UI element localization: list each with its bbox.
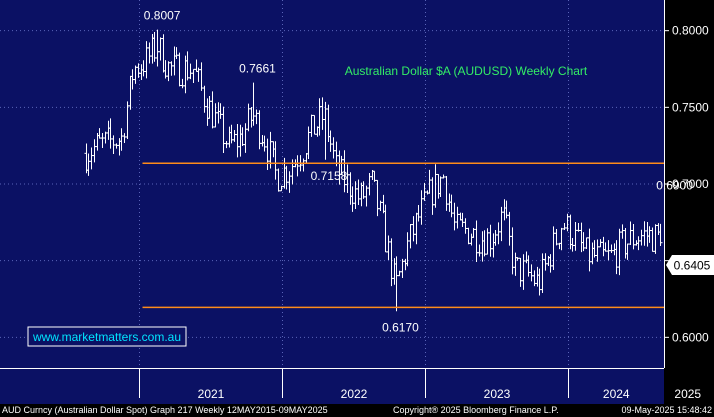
last-price-label: 0.6405 <box>674 259 711 273</box>
footer-security-info: AUD Curncy (Australian Dollar Spot) Grap… <box>2 405 328 415</box>
annotation-label: 0.8007 <box>144 9 181 23</box>
annotation-label: 0.7661 <box>239 62 276 76</box>
last-price-tag: 0.6405 <box>666 255 714 275</box>
website-box: www.marketmatters.com.au <box>27 326 187 347</box>
x-tick-label: 2025 <box>674 387 701 401</box>
ohlc-bar <box>658 223 663 246</box>
y-tick-label: 0.7500 <box>672 100 709 114</box>
website-label[interactable]: www.marketmatters.com.au <box>32 330 181 344</box>
x-tick-label: 2021 <box>198 387 225 401</box>
y-tick-label: 0.6000 <box>672 330 709 344</box>
footer-copyright: Copyright® 2025 Bloomberg Finance L.P. <box>393 405 559 415</box>
x-tick-label: 2023 <box>484 387 511 401</box>
grid-lines <box>0 0 664 368</box>
x-tick-label: 2024 <box>603 387 630 401</box>
footer-bar <box>0 404 714 417</box>
ohlc-bars <box>84 29 663 312</box>
annotation-label: 0.6170 <box>382 320 419 334</box>
chart-title: Australian Dollar $A (AUDUSD) Weekly Cha… <box>345 64 588 78</box>
annotation-label: 0.6900 <box>656 178 693 192</box>
x-axis-ticks: 2021 2022 2023 2024 2025 <box>139 368 701 401</box>
support-resistance-lines <box>142 162 664 309</box>
x-axis-panel <box>0 368 664 404</box>
footer-timestamp: 09-May-2025 15:48:42 <box>621 405 712 415</box>
y-axis-panel <box>664 0 714 368</box>
annotation-label: 0.7158 <box>311 169 348 183</box>
x-tick-label: 2022 <box>341 387 368 401</box>
y-tick-label: 0.7000 <box>672 177 709 191</box>
y-tick-label: 0.8000 <box>672 24 709 38</box>
